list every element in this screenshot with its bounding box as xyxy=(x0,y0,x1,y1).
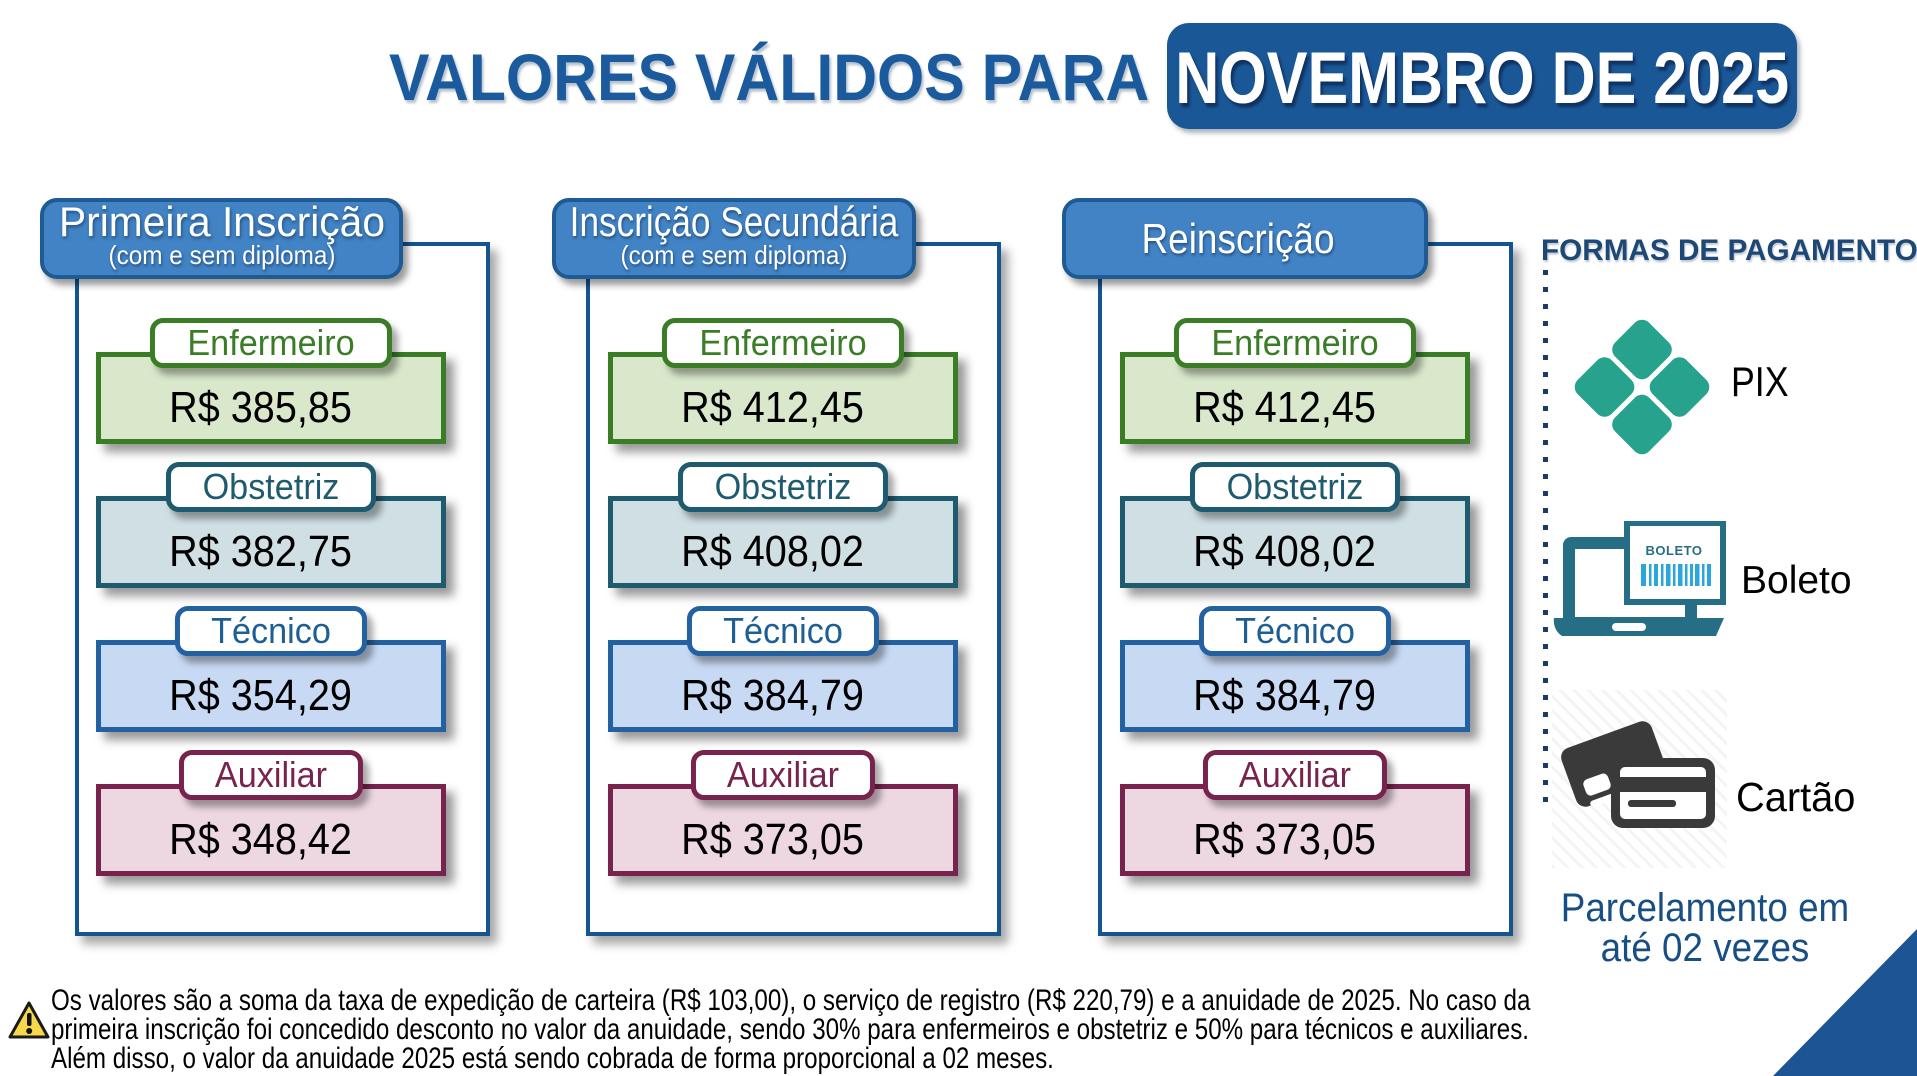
svg-text:BOLETO: BOLETO xyxy=(1646,543,1703,558)
